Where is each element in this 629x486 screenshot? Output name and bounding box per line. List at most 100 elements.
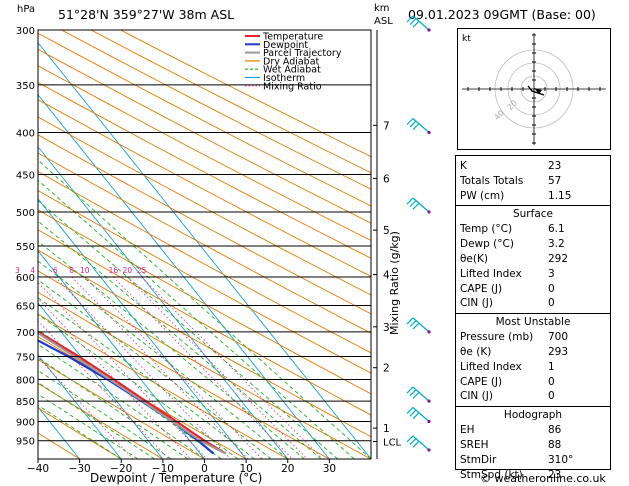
index-value: 1 (548, 360, 555, 373)
index-value: 292 (548, 253, 569, 265)
wind-barb (412, 406, 430, 422)
wind-barb-flag (409, 200, 417, 208)
index-row: Pressure (mb) 700 (460, 330, 606, 344)
dry-adiabat-line (38, 336, 247, 459)
index-label: K (460, 160, 467, 172)
index-label: PW (cm) (460, 189, 505, 202)
mixing-ratio-label: 6 (53, 266, 58, 275)
wind-barb-flag (412, 123, 420, 131)
dry-adiabat-line (38, 313, 289, 459)
mixing-ratio-label: 3 (15, 266, 20, 275)
km-tick-label: 4 (383, 270, 390, 282)
section-divider (456, 205, 610, 207)
legend-entry: Isotherm (263, 73, 305, 84)
dry-adiabat-line (38, 291, 330, 459)
mixing-ratio-label: 8 (69, 266, 74, 275)
pressure-tick-label: 900 (16, 417, 35, 428)
pressure-tick-label: 400 (16, 129, 35, 140)
x-tick-label: 0 (201, 463, 208, 475)
index-row: Temp (°C) 6.1 (460, 222, 606, 236)
km-tick-label: 6 (383, 173, 390, 185)
index-label: Totals Totals (460, 174, 524, 187)
index-row: CAPE (J) 0 (460, 375, 606, 389)
wet-adiabat-line (38, 260, 289, 459)
index-row: CIN (J) 0 (460, 296, 606, 310)
wind-barb (412, 435, 430, 451)
indices-panel: K 23 Totals Totals 57 PW (cm) 1.15 Surface Temp… (455, 155, 611, 481)
index-label: Lifted Index (460, 360, 522, 373)
wind-barb-flag (412, 322, 420, 330)
section-title: Hodograph (503, 409, 563, 422)
x-tick-label: 20 (281, 463, 294, 475)
index-label: CAPE (J) (460, 375, 503, 388)
wind-barb-flag (409, 409, 417, 417)
wind-barb-flag (406, 317, 414, 325)
wind-barb-flag (409, 120, 417, 128)
legend-entry: Parcel Trajectory (263, 48, 342, 59)
index-label: SREH (460, 439, 489, 451)
lcl-label: LCL (383, 437, 402, 448)
wind-barb-flag (412, 20, 420, 28)
mixing-ratio-label: 10 (80, 266, 90, 275)
wind-barb-flag (406, 407, 414, 414)
wet-adiabat-line (38, 159, 371, 459)
index-value: 3.2 (548, 238, 565, 251)
index-label: Lifted Index (460, 267, 522, 280)
isotherm-line (38, 146, 289, 459)
index-value: 86 (548, 424, 562, 437)
altitude-unit-label: km (374, 3, 390, 14)
section-title: Surface (512, 208, 553, 221)
dry-adiabat-line (38, 82, 371, 259)
isotherm-line (38, 94, 330, 459)
index-value: 88 (548, 439, 562, 451)
dry-adiabat-line (38, 382, 164, 459)
pressure-tick-label: 450 (16, 170, 35, 181)
dry-adiabat-line (38, 65, 371, 241)
dry-adiabat-line (90, 30, 371, 174)
index-value: 0 (548, 375, 555, 388)
isotherm-line (38, 250, 205, 459)
wind-barb (412, 317, 430, 333)
isotherm-line (38, 42, 371, 459)
wind-barb-dot (427, 28, 431, 32)
wet-adiabat-line (38, 313, 239, 459)
legend-entry: Mixing Ratio (263, 81, 322, 92)
index-row: Lifted Index 1 (460, 360, 606, 374)
index-label: CAPE (J) (460, 282, 503, 295)
x-tick-label: −30 (69, 463, 91, 475)
dry-adiabat-line (38, 407, 122, 459)
legend-entry: Wet Adiabat (263, 65, 321, 76)
index-label: EH (460, 424, 475, 437)
index-value: 0 (548, 282, 555, 295)
pressure-tick-label: 800 (16, 375, 35, 386)
hodo-storm-arrow (534, 88, 542, 94)
legend-entry: Dewpoint (263, 40, 308, 51)
index-row: SREH 88 (460, 438, 606, 452)
credit-text: © weatheronline.co.uk (480, 472, 606, 485)
wet-adiabat-line (38, 382, 155, 459)
wind-barb-dot (427, 330, 431, 334)
km-tick-label: 5 (383, 225, 390, 237)
wind-barb-flag (406, 15, 414, 23)
index-value: 23 (548, 468, 562, 481)
pressure-tick-label: 500 (16, 208, 35, 219)
hodo-trace (527, 85, 545, 96)
index-row: CIN (J) 0 (460, 389, 606, 403)
wind-barb-dot (427, 210, 431, 214)
mixing-ratio-axis-label: Mixing Ratio (g/kg) (388, 231, 401, 335)
pressure-tick-label: 550 (16, 242, 35, 253)
x-tick-label: 30 (323, 463, 336, 475)
wet-adiabat-line (38, 179, 355, 459)
legend-entry: Dry Adiabat (263, 56, 320, 67)
wind-barb-dot (427, 448, 431, 452)
pressure-tick-label: 750 (16, 352, 35, 363)
hodo-ring-label: 20 (505, 98, 519, 112)
mixing-ratio-label: 20 (123, 266, 133, 275)
index-label: StmDir (460, 453, 497, 466)
index-value: 57 (548, 174, 562, 187)
index-value: 293 (548, 346, 569, 358)
wind-barb-flag (412, 391, 420, 399)
pressure-unit-label: hPa (17, 4, 36, 15)
